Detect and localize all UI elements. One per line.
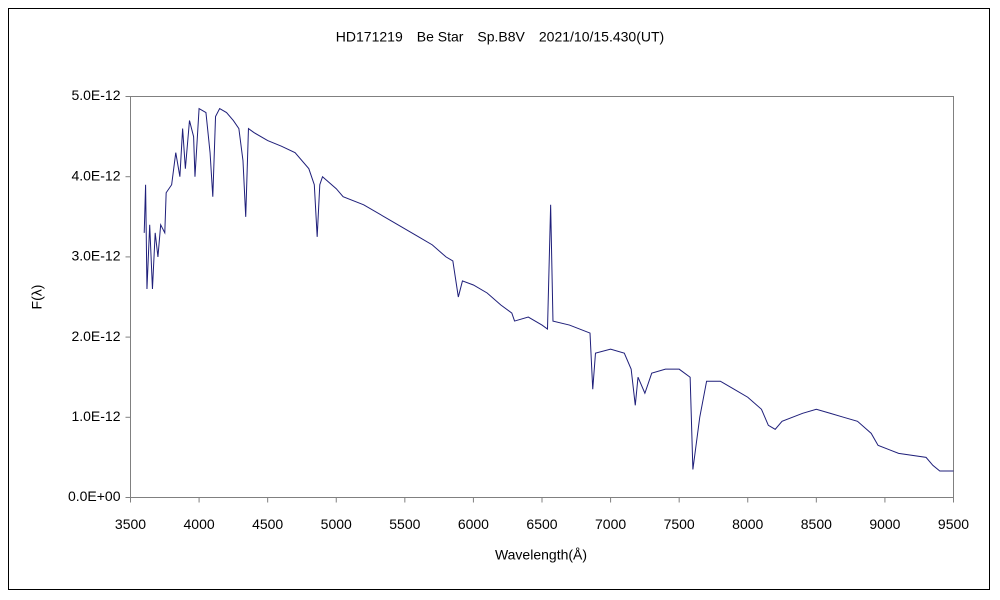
x-tick-label: 6000 xyxy=(458,516,489,532)
x-tick-label: 6500 xyxy=(526,516,557,532)
x-tick-label: 7500 xyxy=(664,516,695,532)
x-tick-label: 4500 xyxy=(252,516,283,532)
y-tick-label: 0.0E+00 xyxy=(68,488,121,504)
y-tick-label: 1.0E-12 xyxy=(71,408,120,424)
x-axis-label: Wavelength(Å) xyxy=(495,547,587,563)
plot-area xyxy=(130,96,954,498)
x-tick-label: 8000 xyxy=(732,516,763,532)
spectrum-line xyxy=(143,107,954,472)
y-tick-label: 3.0E-12 xyxy=(71,248,120,264)
x-tick-label: 4000 xyxy=(184,516,215,532)
x-tick-label: 5500 xyxy=(389,516,420,532)
x-tick-label: 8500 xyxy=(801,516,832,532)
x-tick-label: 7000 xyxy=(595,516,626,532)
chart-title: HD171219 Be Star Sp.B8V 2021/10/15.430(U… xyxy=(336,29,664,45)
y-axis-label: F(λ) xyxy=(29,285,45,310)
x-tick-label: 9500 xyxy=(938,516,969,532)
x-tick-label: 9000 xyxy=(869,516,900,532)
y-tick-label: 5.0E-12 xyxy=(71,87,120,103)
x-tick-label: 3500 xyxy=(115,516,146,532)
y-tick-label: 2.0E-12 xyxy=(71,328,120,344)
x-tick-label: 5000 xyxy=(321,516,352,532)
y-tick-label: 4.0E-12 xyxy=(71,167,120,183)
